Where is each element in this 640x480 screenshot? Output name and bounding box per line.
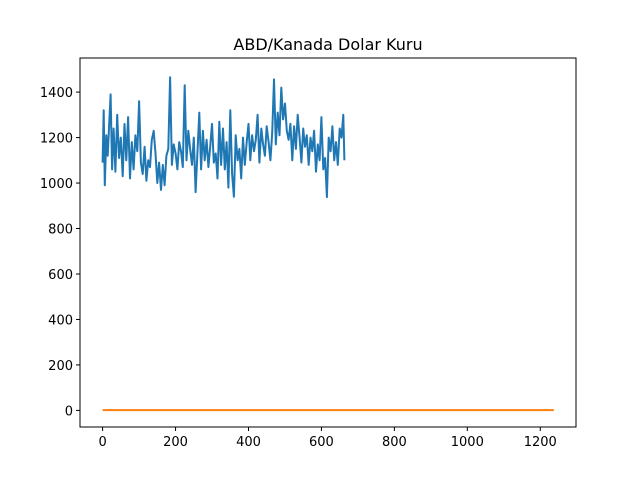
series-line-1 <box>101 76 346 199</box>
x-tick-label: 1200 <box>524 435 557 450</box>
y-axis: 0 200 400 600 800 1000 1200 1400 <box>40 86 80 419</box>
chart-title: ABD/Kanada Dolar Kuru <box>233 35 422 54</box>
y-tick-label: 1400 <box>40 86 73 101</box>
y-tick-label: 1200 <box>40 132 73 147</box>
x-axis: 0 200 400 600 800 1000 1200 <box>98 427 557 450</box>
y-tick-label: 600 <box>48 268 73 283</box>
axes-frame <box>79 57 577 428</box>
x-tick-label: 400 <box>236 435 261 450</box>
y-tick-label: 400 <box>48 313 73 328</box>
plot-area <box>101 76 554 412</box>
y-tick-label: 200 <box>48 359 73 374</box>
y-tick-label: 0 <box>65 404 73 419</box>
x-tick-label: 1000 <box>451 435 484 450</box>
y-tick-label: 1000 <box>40 177 73 192</box>
x-tick-label: 200 <box>163 435 188 450</box>
x-tick-label: 0 <box>98 435 106 450</box>
x-tick-label: 600 <box>309 435 334 450</box>
y-tick-label: 800 <box>48 223 73 238</box>
x-tick-label: 800 <box>382 435 407 450</box>
